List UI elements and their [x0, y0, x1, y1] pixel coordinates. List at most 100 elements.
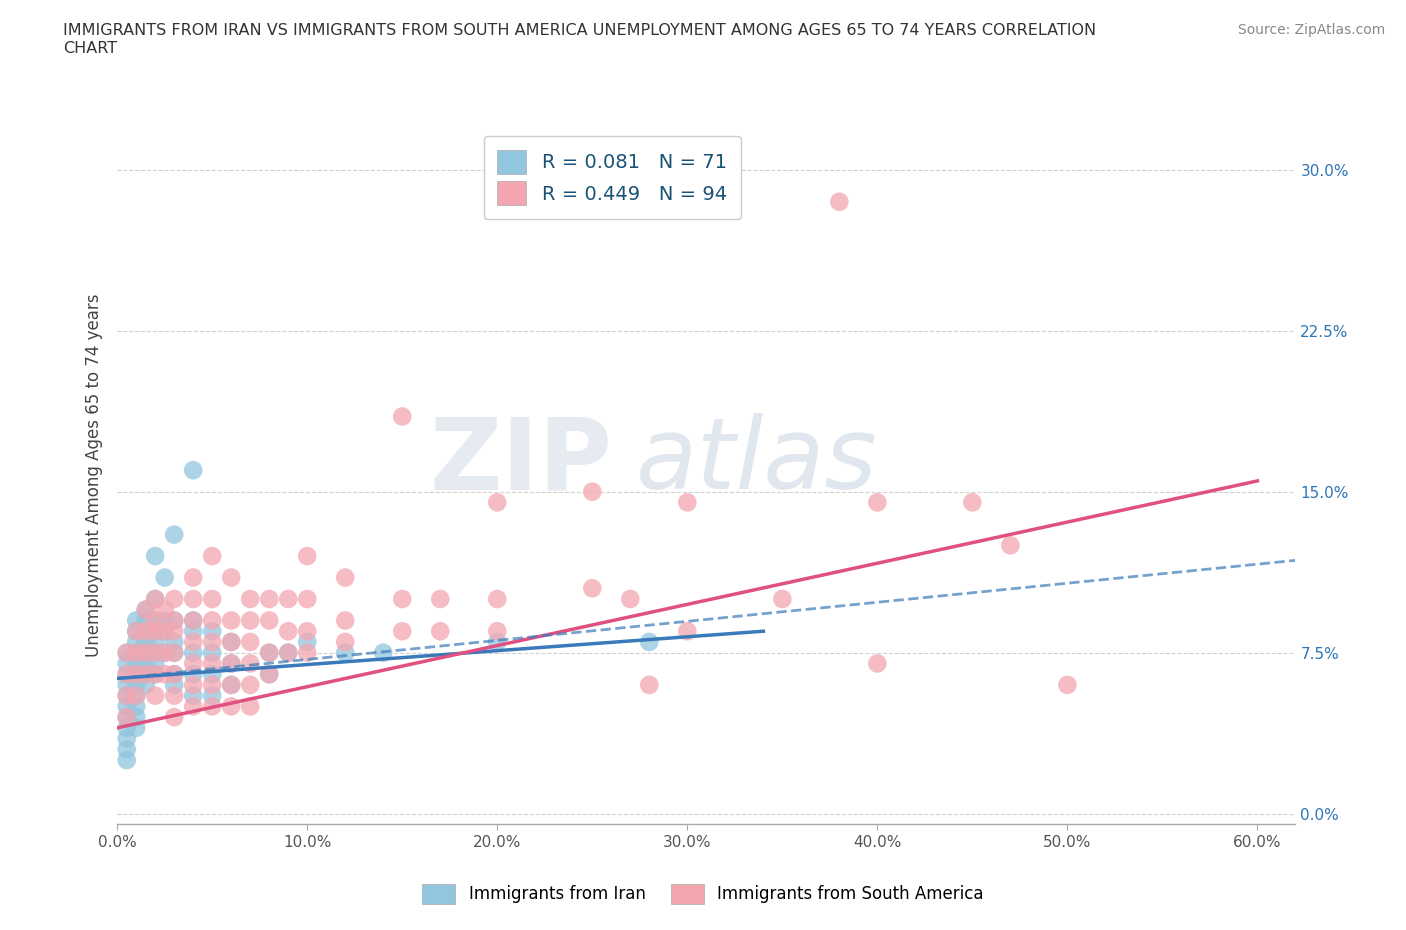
Point	[115, 667, 138, 682]
Point	[115, 688, 138, 703]
Point	[201, 613, 224, 628]
Point	[163, 613, 186, 628]
Point	[125, 667, 148, 682]
Point	[125, 710, 148, 724]
Point	[335, 634, 357, 649]
Point	[181, 624, 204, 639]
Point	[486, 634, 509, 649]
Point	[163, 634, 186, 649]
Point	[219, 699, 242, 714]
Point	[181, 463, 204, 478]
Point	[219, 570, 242, 585]
Point	[181, 591, 204, 606]
Point	[391, 409, 413, 424]
Point	[153, 645, 176, 660]
Text: ZIP: ZIP	[429, 413, 612, 510]
Point	[373, 645, 395, 660]
Point	[115, 688, 138, 703]
Point	[181, 677, 204, 692]
Point	[201, 549, 224, 564]
Point	[125, 613, 148, 628]
Point	[135, 634, 157, 649]
Point	[770, 591, 793, 606]
Text: atlas: atlas	[636, 413, 877, 510]
Point	[115, 645, 138, 660]
Point	[135, 603, 157, 618]
Point	[135, 613, 157, 628]
Point	[135, 645, 157, 660]
Point	[135, 624, 157, 639]
Point	[297, 634, 319, 649]
Point	[163, 710, 186, 724]
Point	[135, 656, 157, 671]
Point	[257, 591, 280, 606]
Point	[115, 667, 138, 682]
Point	[181, 656, 204, 671]
Point	[181, 570, 204, 585]
Point	[239, 613, 262, 628]
Point	[201, 591, 224, 606]
Point	[153, 603, 176, 618]
Legend: Immigrants from Iran, Immigrants from South America: Immigrants from Iran, Immigrants from So…	[413, 875, 993, 912]
Point	[153, 624, 176, 639]
Point	[219, 677, 242, 692]
Point	[125, 634, 148, 649]
Point	[277, 624, 299, 639]
Point	[297, 645, 319, 660]
Point	[239, 634, 262, 649]
Point	[391, 624, 413, 639]
Point	[219, 656, 242, 671]
Point	[115, 710, 138, 724]
Point	[638, 634, 661, 649]
Text: IMMIGRANTS FROM IRAN VS IMMIGRANTS FROM SOUTH AMERICA UNEMPLOYMENT AMONG AGES 65: IMMIGRANTS FROM IRAN VS IMMIGRANTS FROM …	[63, 23, 1097, 56]
Point	[153, 624, 176, 639]
Point	[335, 613, 357, 628]
Point	[277, 591, 299, 606]
Point	[581, 485, 603, 499]
Point	[153, 570, 176, 585]
Point	[135, 603, 157, 618]
Point	[429, 624, 451, 639]
Point	[638, 677, 661, 692]
Text: Source: ZipAtlas.com: Source: ZipAtlas.com	[1237, 23, 1385, 37]
Point	[135, 667, 157, 682]
Point	[277, 645, 299, 660]
Point	[201, 645, 224, 660]
Point	[486, 591, 509, 606]
Point	[153, 645, 176, 660]
Point	[125, 645, 148, 660]
Point	[135, 677, 157, 692]
Point	[335, 570, 357, 585]
Point	[115, 752, 138, 767]
Point	[143, 688, 166, 703]
Point	[135, 645, 157, 660]
Point	[257, 667, 280, 682]
Point	[125, 688, 148, 703]
Point	[201, 667, 224, 682]
Point	[163, 645, 186, 660]
Point	[115, 677, 138, 692]
Point	[115, 699, 138, 714]
Point	[201, 656, 224, 671]
Point	[201, 634, 224, 649]
Point	[676, 495, 699, 510]
Point	[115, 721, 138, 736]
Point	[143, 591, 166, 606]
Point	[219, 613, 242, 628]
Point	[181, 645, 204, 660]
Point	[115, 710, 138, 724]
Point	[163, 591, 186, 606]
Point	[201, 677, 224, 692]
Point	[486, 624, 509, 639]
Point	[297, 549, 319, 564]
Y-axis label: Unemployment Among Ages 65 to 74 years: Unemployment Among Ages 65 to 74 years	[86, 294, 103, 658]
Point	[153, 613, 176, 628]
Point	[143, 634, 166, 649]
Point	[619, 591, 641, 606]
Point	[676, 624, 699, 639]
Point	[163, 527, 186, 542]
Point	[219, 656, 242, 671]
Point	[125, 667, 148, 682]
Point	[201, 688, 224, 703]
Point	[219, 677, 242, 692]
